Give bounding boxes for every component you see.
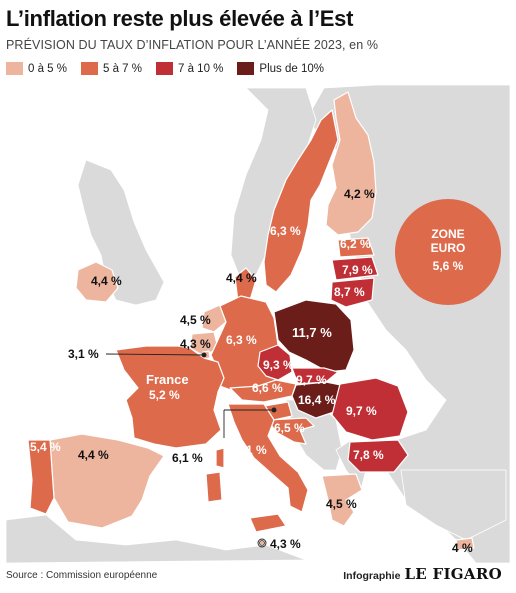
label-finland: 4,2 % — [344, 187, 375, 201]
country-cyprus — [455, 537, 475, 551]
label-italy-callout: 6,1 % — [172, 451, 203, 465]
country-czechia — [257, 344, 293, 381]
label-denmark: 4,4 % — [226, 271, 257, 285]
label-latvia: 7,9 % — [342, 263, 373, 277]
label-lithuania: 8,7 % — [334, 285, 365, 299]
country-netherlands — [201, 304, 227, 333]
country-croatia — [267, 417, 315, 445]
source-note: Source : Commission européenne — [6, 570, 158, 581]
label-czechia: 9,3 % — [263, 358, 294, 372]
eu-countries — [27, 91, 475, 551]
country-latvia — [331, 256, 379, 281]
label-hungary: 16,4 % — [298, 393, 336, 407]
country-sardinia — [205, 471, 223, 503]
country-malta — [259, 540, 265, 546]
label-sweden: 6,3 % — [270, 224, 301, 238]
credit-label: Infographie — [343, 570, 401, 582]
legend-item-mid: 5 à 7 % — [81, 62, 142, 75]
label-spain: 4,4 % — [78, 448, 109, 462]
country-finland — [325, 91, 377, 236]
label-austria: 6,6 % — [252, 381, 283, 395]
country-poland — [273, 299, 355, 373]
europe-map: ZONE EURO 5,6 % 4,2 % 6,3 % 6,2 % 7,9 % … — [5, 84, 511, 564]
label-belgium: 4,3 % — [180, 337, 211, 351]
credit: Infographie LE FIGARO — [343, 565, 502, 583]
label-france-value: 5,2 % — [149, 388, 180, 402]
label-france-name: France — [146, 372, 189, 387]
eurozone-line2: EURO — [431, 241, 466, 255]
country-hungary — [291, 381, 347, 419]
country-sicily — [249, 513, 287, 533]
label-ireland: 4,4 % — [91, 274, 122, 288]
country-romania — [331, 377, 409, 441]
country-portugal — [27, 439, 55, 515]
legend-swatch-high — [156, 62, 173, 75]
legend-swatch-low — [6, 62, 23, 75]
label-romania: 9,7 % — [346, 404, 377, 418]
label-estonia: 6,2 % — [340, 237, 371, 251]
country-ireland — [75, 261, 119, 303]
label-malta: 4,3 % — [270, 537, 301, 551]
label-cyprus: 4 % — [452, 541, 473, 555]
legend-label-low: 0 à 5 % — [28, 62, 67, 75]
country-corsica — [215, 447, 225, 469]
label-slovakia: 9,7 % — [296, 373, 327, 387]
country-sweden — [263, 109, 339, 293]
legend-item-very-high: Plus de 10% — [237, 62, 324, 75]
label-poland: 11,7 % — [292, 325, 332, 340]
legend-label-mid: 5 à 7 % — [103, 62, 142, 75]
map-title: L’inflation reste plus élevée à l’Est — [6, 6, 354, 31]
map-subtitle: PRÉVISION DU TAUX D’INFLATION POUR L’ANN… — [6, 38, 379, 52]
legend-label-high: 7 à 10 % — [178, 62, 224, 75]
country-greece — [321, 473, 363, 527]
value-labels: 4,2 % 6,3 % 6,2 % 7,9 % 8,7 % 4,4 % 4,4 … — [30, 187, 473, 555]
country-belgium — [189, 331, 219, 357]
label-croatia: 6,1 % — [236, 443, 267, 457]
legend: 0 à 5 % 5 à 7 % 7 à 10 % Plus de 10% — [6, 62, 338, 75]
legend-item-low: 0 à 5 % — [6, 62, 67, 75]
europe-map-svg: ZONE EURO 5,6 % 4,2 % 6,3 % 6,2 % 7,9 % … — [5, 84, 511, 564]
label-luxembourg: 3,1 % — [68, 347, 99, 361]
label-slovenia: 6,5 % — [274, 421, 305, 435]
country-estonia — [337, 237, 375, 258]
label-germany: 6,3 % — [226, 333, 257, 347]
eurozone-bubble: ZONE EURO 5,6 % — [395, 199, 501, 305]
eurozone-value: 5,6 % — [433, 259, 464, 273]
label-bulgaria: 7,8 % — [353, 448, 384, 462]
label-netherlands: 4,5 % — [180, 313, 211, 327]
country-italy — [227, 403, 309, 513]
legend-item-high: 7 à 10 % — [156, 62, 223, 75]
callout-lines — [105, 352, 277, 548]
eurozone-line1: ZONE — [431, 227, 464, 241]
label-portugal: 5,4 % — [30, 440, 61, 454]
le-figaro-logo: LE FIGARO — [404, 565, 502, 583]
legend-swatch-very-high — [237, 62, 255, 75]
legend-label-very-high: Plus de 10% — [259, 62, 324, 75]
country-lithuania — [330, 277, 375, 308]
label-greece: 4,5 % — [326, 497, 357, 511]
country-france — [115, 345, 225, 449]
country-bulgaria — [347, 439, 409, 473]
country-slovakia — [291, 367, 339, 385]
legend-swatch-mid — [81, 62, 98, 75]
